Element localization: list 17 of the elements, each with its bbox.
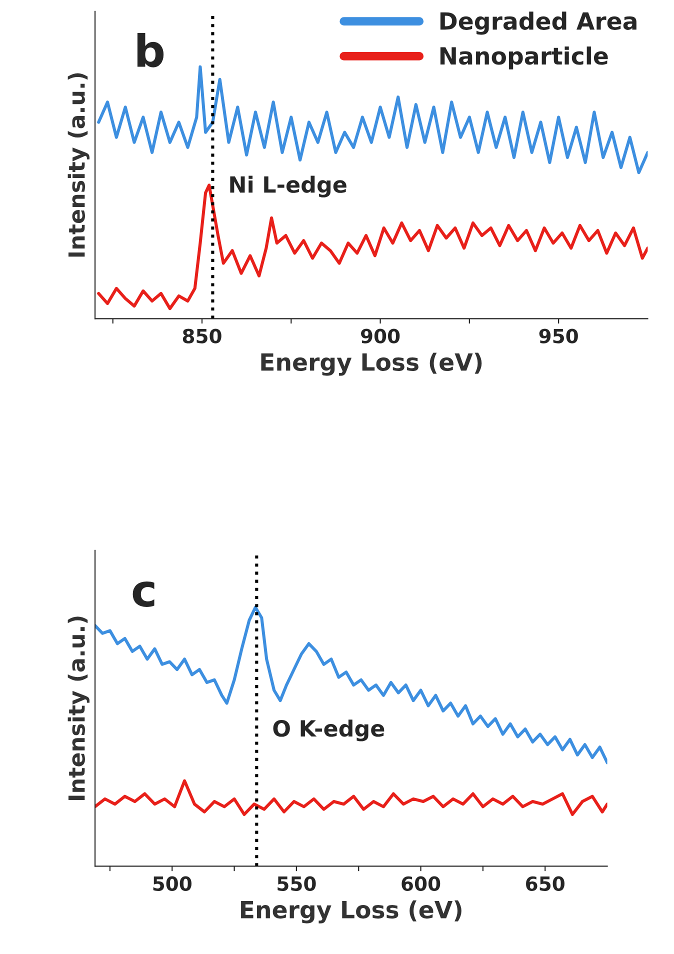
x-tick-label: 500 (153, 876, 192, 892)
x-tick-label: 550 (278, 876, 316, 892)
x-tick-label: 650 (526, 876, 564, 892)
chart-title: c (132, 581, 154, 607)
x-tick-label: 850 (182, 328, 222, 344)
x-axis-title: Energy Loss (eV) (241, 900, 462, 924)
ref-line-label: O K-edge (273, 720, 384, 742)
x-tick-label: 600 (402, 876, 440, 892)
y-axis-title: Intensity (a.u.) (68, 616, 90, 800)
x-tick-label: 900 (361, 328, 400, 344)
x-tick-label: 950 (539, 328, 578, 344)
legend-label: Degraded Area (440, 12, 636, 35)
legend-label: Nanoparticle (440, 46, 608, 70)
y-axis-title: Intensity (a.u.) (68, 73, 90, 257)
chart-title: b (137, 32, 164, 68)
ref-line-label: Ni L-edge (230, 176, 346, 198)
x-axis-title: Energy Loss (eV) (261, 352, 482, 376)
